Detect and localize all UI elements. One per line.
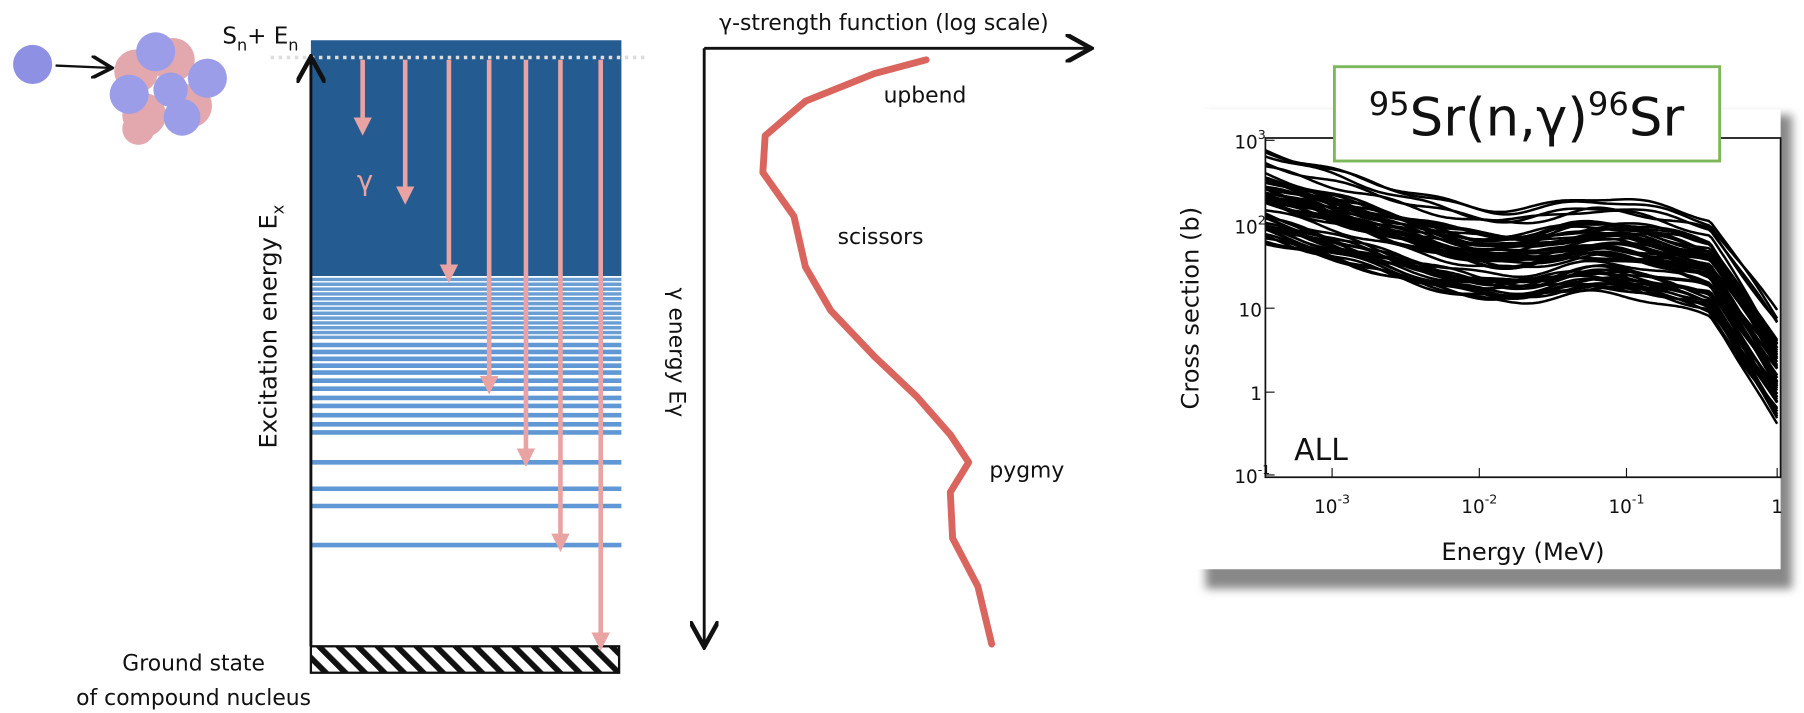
tick-base: 10	[1314, 497, 1337, 518]
gamma-label: γ	[357, 164, 373, 197]
y-tick-label: 1	[1250, 384, 1262, 405]
feature-label: scissors	[838, 225, 924, 250]
tick-exp: -3	[1337, 492, 1350, 507]
tick-base: 10	[1234, 132, 1257, 153]
gamma-energy-label: γ energy Eγ	[664, 288, 689, 418]
tick-base: 10	[1608, 497, 1631, 518]
nucleus-icon	[13, 32, 227, 145]
tick-base: 10	[1234, 467, 1257, 488]
tick-exp: 2	[1258, 212, 1266, 227]
threshold-label: Sn+ En	[222, 24, 298, 55]
tick-base: 1	[1771, 497, 1783, 518]
x-axis-title: Energy (MeV)	[1441, 538, 1604, 566]
discrete-levels	[311, 279, 622, 545]
tick-exp: -1	[1632, 492, 1645, 507]
x-tick-label: 1	[1771, 497, 1783, 518]
tick-base: 1	[1250, 384, 1262, 405]
ground-state	[311, 646, 619, 672]
tick-exp: -2	[1485, 492, 1498, 507]
page: { "left_panel": { "threshold": {"s": "S"…	[0, 0, 1804, 713]
ground-label: Ground state	[122, 651, 265, 676]
feature-label: pygmy	[989, 458, 1064, 483]
plot-annotation: ALL	[1294, 433, 1348, 468]
tick-exp: 3	[1258, 127, 1266, 142]
plot-title: 95Sr(n,γ)96Sr	[1369, 85, 1685, 149]
feature-label: upbend	[884, 83, 967, 108]
tick-base: 10	[1239, 300, 1262, 321]
tick-base: 10	[1461, 497, 1484, 518]
strength-axis-label: γ-strength function (log scale)	[719, 11, 1049, 36]
y-axis-label: Excitation energy Ex	[254, 205, 287, 449]
figure: Sn+ En γ Excitation energy Ex Ground sta…	[0, 0, 1804, 713]
y-axis-title: Cross section (b)	[1177, 207, 1205, 410]
ground-label: of compound nucleus	[76, 686, 311, 711]
tick-exp: -1	[1258, 462, 1271, 477]
continuum	[311, 40, 622, 276]
strength-curve	[763, 60, 992, 644]
tick-base: 10	[1234, 217, 1257, 238]
y-tick-label: 10	[1239, 300, 1262, 321]
